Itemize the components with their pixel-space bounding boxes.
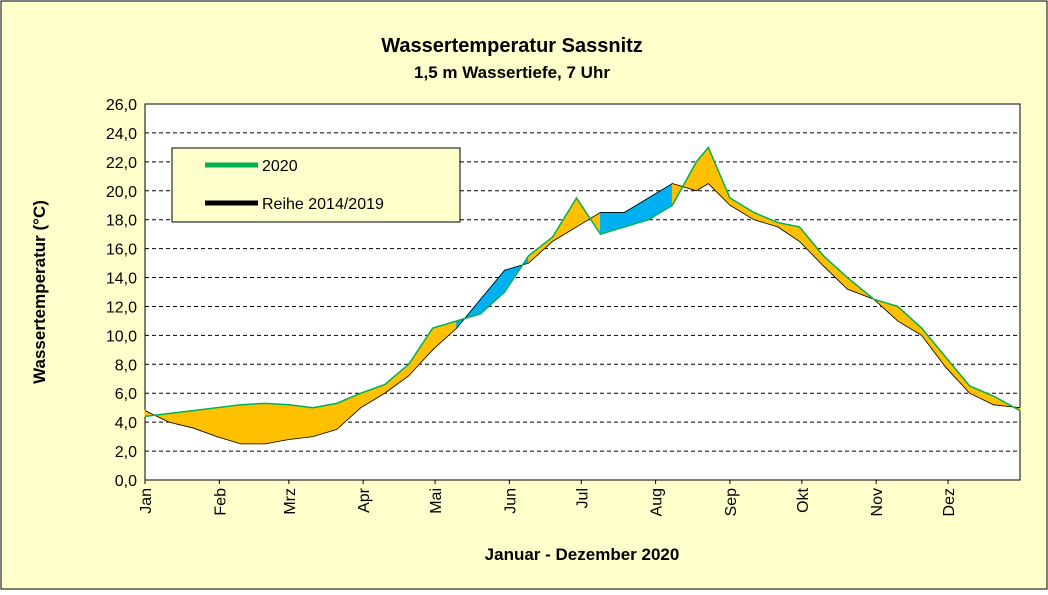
difference-band <box>240 402 266 445</box>
y-tick-label: 16,0 <box>106 242 137 259</box>
legend-entries: 2020 Reihe 2014/2019 <box>205 158 384 213</box>
series-line <box>144 145 1021 418</box>
y-tick-label: 22,0 <box>106 155 137 172</box>
y-tick-label: 20,0 <box>106 184 137 201</box>
x-tick-label: Okt <box>795 487 812 512</box>
y-tick-label: 6,0 <box>115 386 137 403</box>
difference-band <box>288 404 314 441</box>
x-tick-label: Nov <box>869 488 886 516</box>
series-line <box>144 183 1021 445</box>
x-tick-label: Apr <box>356 487 373 513</box>
chart-subtitle: 1,5 m Wassertiefe, 7 Uhr <box>414 63 610 82</box>
y-tick-label: 4,0 <box>115 415 137 432</box>
y-tick-label: 2,0 <box>115 444 137 461</box>
x-tick-label: Dez <box>941 488 958 516</box>
chart-title: Wassertemperatur Sassnitz <box>381 35 643 57</box>
x-tick-label: Mrz <box>282 488 299 515</box>
legend <box>171 147 461 223</box>
x-tick-label: Aug <box>649 488 666 516</box>
y-tick-label: 24,0 <box>106 126 137 143</box>
x-axis-label: Januar - Dezember 2020 <box>485 545 680 564</box>
y-tick-label: 8,0 <box>115 357 137 374</box>
difference-band <box>264 402 290 445</box>
y-tick-label: 0,0 <box>115 473 137 490</box>
y-tick-label: 12,0 <box>106 299 137 316</box>
x-tick-label: Jan <box>138 488 155 514</box>
x-tick-label: Feb <box>212 488 229 516</box>
x-tick-label: Mai <box>428 488 445 514</box>
y-tick-label: 14,0 <box>106 271 137 288</box>
legend-label: Reihe 2014/2019 <box>262 196 384 213</box>
x-tick-label: Jul <box>574 488 591 508</box>
legend-label: 2020 <box>262 158 298 175</box>
x-tick-label: Sep <box>723 488 740 517</box>
y-tick-label: 18,0 <box>106 213 137 230</box>
plot-layer: 0,0 2,0 4,0 6,0 8,0 10,0 12,0 14,0 16,0 18,0 20,0 2… <box>106 97 1021 517</box>
y-axis-label: Wassertemperatur (°C) <box>30 200 49 384</box>
y-tick-label: 26,0 <box>106 97 137 114</box>
x-tick-label: Jun <box>502 488 519 514</box>
y-tick-label: 10,0 <box>106 328 137 345</box>
